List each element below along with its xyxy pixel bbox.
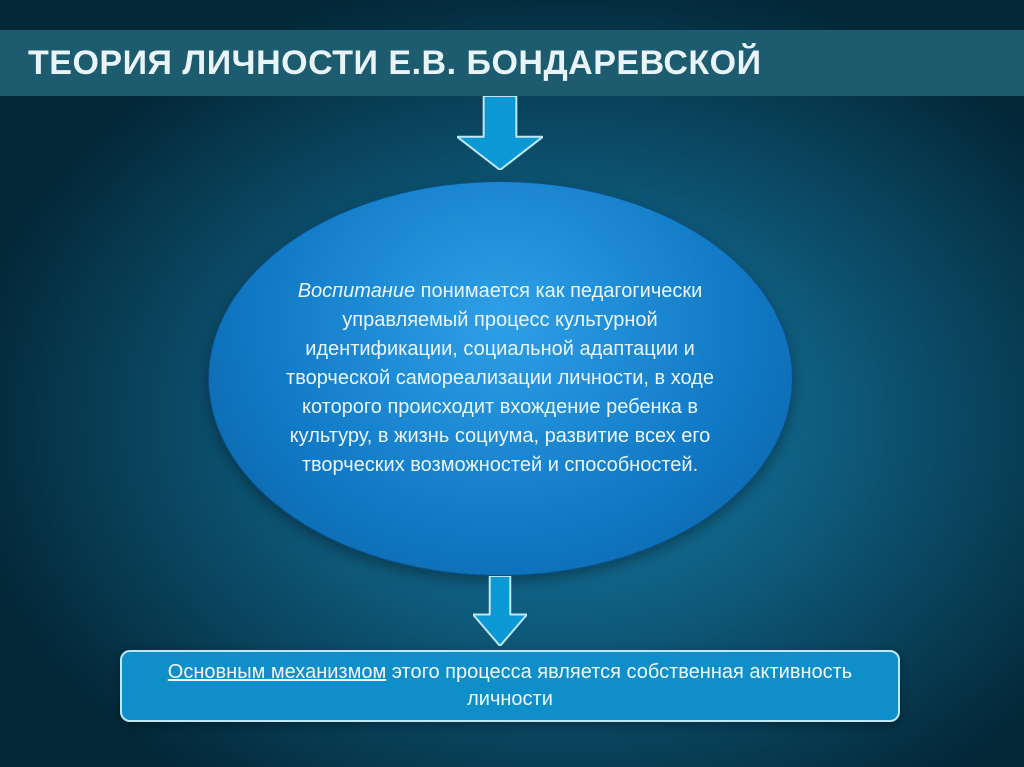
bottom-mechanism-box: Основным механизмом этого процесса являе… <box>120 650 900 722</box>
ellipse-body-text: понимается как педагогически управляемый… <box>286 280 714 476</box>
box-rest: этого процесса является собственная акти… <box>386 661 852 710</box>
ellipse-text: Воспитание понимается как педагогически … <box>265 277 736 480</box>
arrow-down-1 <box>457 96 543 170</box>
ellipse-main-concept: Воспитание понимается как педагогически … <box>208 181 793 576</box>
box-text: Основным механизмом этого процесса являе… <box>144 659 876 713</box>
arrow-down-2 <box>473 576 527 646</box>
title-bar: ТЕОРИЯ ЛИЧНОСТИ Е.В. БОНДАРЕВСКОЙ <box>0 30 1024 96</box>
ellipse-lead-word: Воспитание <box>298 280 415 302</box>
slide-title: ТЕОРИЯ ЛИЧНОСТИ Е.В. БОНДАРЕВСКОЙ <box>28 44 996 83</box>
box-underlined: Основным механизмом <box>168 661 386 683</box>
